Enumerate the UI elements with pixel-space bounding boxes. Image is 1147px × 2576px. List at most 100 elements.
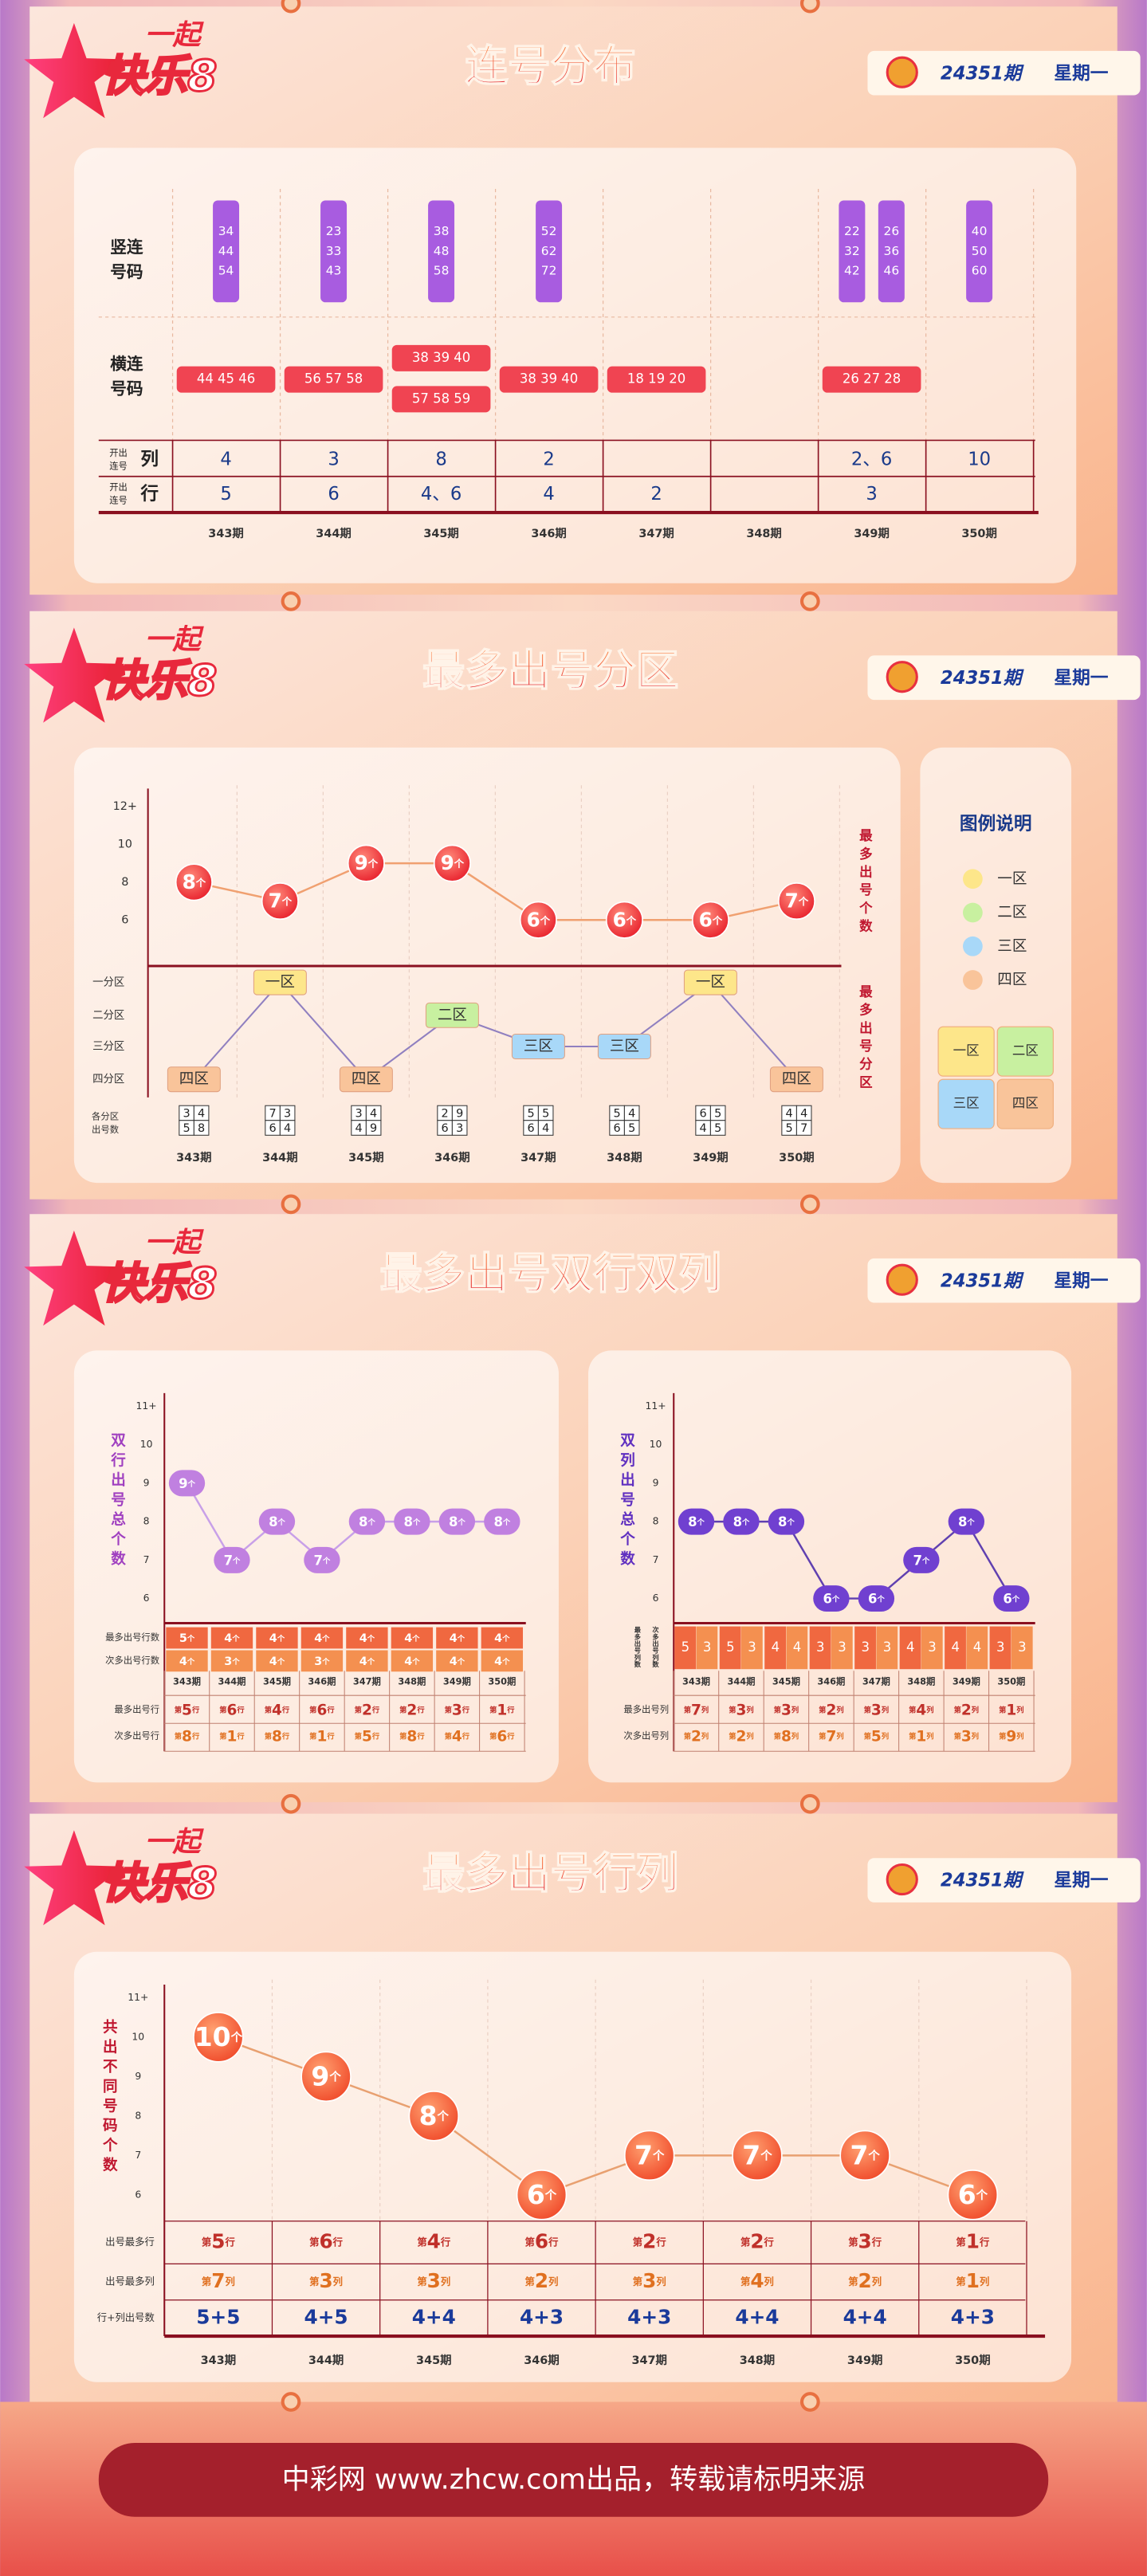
x-tick-label: 346期 (524, 2354, 559, 2367)
count: 5 (714, 1122, 721, 1135)
badge-logo (886, 56, 918, 88)
cell: 第8行 (399, 1728, 425, 1745)
value-label: 7个 (742, 2139, 772, 2170)
x-tick-label: 348期 (907, 1676, 935, 1687)
x-tick-label: 349期 (693, 1151, 728, 1164)
cell: 第3行 (848, 2230, 882, 2253)
value-label: 8个 (688, 1514, 705, 1530)
cell: 第3列 (864, 1702, 889, 1718)
period: 24351期 (941, 1270, 1025, 1291)
count: 4 (542, 1122, 549, 1135)
x-tick-label: 349期 (854, 527, 889, 540)
zone-box (339, 1066, 393, 1093)
cell: 第1列 (956, 2269, 989, 2292)
vertical-run (320, 200, 348, 303)
cell: 5+5 (196, 2305, 240, 2328)
run-number: 44 45 46 (197, 371, 255, 387)
x-tick-label: 343期 (201, 2354, 236, 2367)
cell: 第4列 (909, 1702, 933, 1718)
x-tick-label: 343期 (208, 527, 243, 540)
cell: 第1行 (309, 1728, 335, 1745)
count-cell (391, 1627, 434, 1649)
bubble (839, 2130, 890, 2181)
count-cell (740, 1626, 763, 1670)
count: 4 (628, 1108, 635, 1121)
y-tick-label: 7 (135, 2150, 141, 2161)
value-label: 7个 (269, 889, 293, 913)
horizontal-run (499, 366, 599, 393)
count: 3个 (314, 1655, 330, 1668)
value-label: 9个 (179, 1475, 195, 1490)
value-label: 10个 (194, 2020, 243, 2052)
y-tick-label: 6 (653, 1592, 659, 1604)
count-cell (876, 1626, 898, 1670)
bubble (691, 901, 729, 939)
cell: 4+4 (735, 2305, 779, 2328)
value-label: 6个 (527, 2178, 557, 2209)
count-cell (451, 1120, 468, 1136)
y-tick-label: 9 (135, 2071, 141, 2082)
logo-main: 快乐8 (102, 1858, 217, 1908)
period: 24351期 (941, 63, 1025, 84)
footer-pill (98, 2443, 1049, 2517)
count: 4个 (359, 1655, 375, 1668)
ring (281, 0, 301, 14)
count: 5 (614, 1108, 621, 1121)
x-tick-label: 343期 (176, 1151, 211, 1164)
logo-top: 一起 (145, 18, 205, 51)
run-number: 22 (844, 224, 860, 238)
run-number: 56 57 58 (304, 371, 363, 387)
cell: 第3列 (417, 2269, 450, 2292)
run-number: 38 39 40 (412, 350, 470, 365)
count: 4个 (450, 1655, 465, 1668)
run-number: 52 (541, 224, 557, 238)
y-axis-label: 双列出号总个数 (619, 1432, 635, 1567)
bubble (605, 901, 643, 939)
row-label: 行 (139, 483, 159, 505)
value-label: 6个 (527, 908, 551, 931)
row-label: 次多出号列 (623, 1730, 669, 1742)
row-label: 最多出号列 (623, 1704, 669, 1715)
count: 9 (370, 1122, 377, 1135)
legend-box-label: 四区 (1012, 1096, 1039, 1111)
count: 10 (968, 450, 991, 470)
horizontal-run (391, 386, 491, 413)
period: 24351期 (941, 1871, 1025, 1891)
run-number: 54 (218, 264, 234, 278)
legend-swatch (963, 970, 983, 990)
cell: 第1行 (956, 2230, 990, 2253)
count: 3个 (224, 1655, 240, 1668)
logo-main: 快乐8 (102, 655, 217, 705)
row-label: 列 (140, 450, 159, 470)
count: 6 (328, 484, 339, 505)
bubble (516, 2170, 568, 2221)
y-tick-label: 8 (143, 1516, 150, 1527)
cell: 第6行 (489, 1728, 515, 1745)
count: 4个 (404, 1655, 420, 1668)
vertical-run (878, 200, 905, 303)
row-label: 最多出号行 (114, 1704, 159, 1715)
cell: 第3列 (309, 2269, 343, 2292)
count: 5 (786, 1122, 793, 1135)
x-tick-label: 348期 (398, 1676, 426, 1687)
value-label: 8个 (419, 2099, 450, 2130)
bubble (168, 1470, 206, 1497)
count: 4 (700, 1122, 707, 1135)
count: 4 (800, 1108, 807, 1121)
bubble (394, 1508, 430, 1535)
bubble (858, 1585, 895, 1612)
count: 7 (269, 1108, 277, 1121)
value-label: 7个 (850, 2139, 880, 2170)
value-label: 7个 (785, 889, 809, 913)
zone-box (597, 1034, 651, 1059)
section-title: 最多出号行列 (422, 1848, 678, 1899)
value-label: 7个 (224, 1553, 241, 1568)
row-label: 竖连号码 (110, 238, 143, 281)
count: 4个 (269, 1632, 285, 1645)
horizontal-run (176, 366, 276, 393)
count: 2 (650, 484, 662, 505)
bubble (438, 1508, 476, 1535)
value-label: 8个 (493, 1514, 510, 1530)
count-cell (719, 1626, 741, 1670)
